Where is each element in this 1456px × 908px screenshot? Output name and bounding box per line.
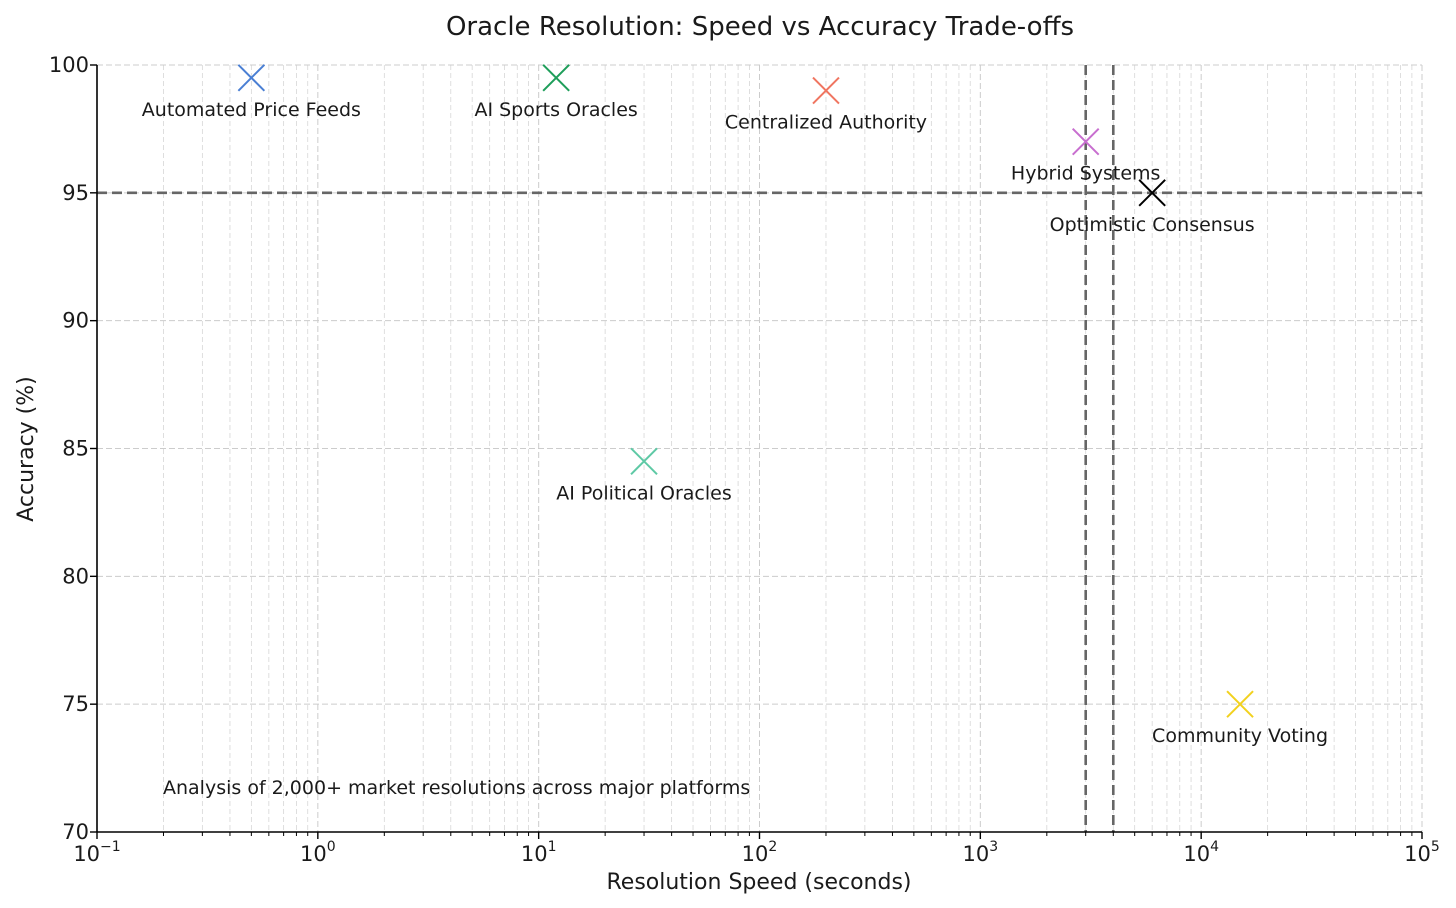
x-marker-stroke (1226, 690, 1254, 718)
data-point: Centralized Authority (725, 76, 927, 134)
y-tick-label: 95 (62, 181, 89, 205)
y-tick-label: 90 (62, 309, 89, 333)
x-tick-label: 10−1 (73, 839, 120, 866)
x-marker-stroke (1071, 127, 1100, 156)
y-ticks: 70 75 80 85 90 95 100 (49, 53, 97, 844)
x-marker-stroke (630, 447, 658, 475)
x-tick-label: 100 (300, 839, 336, 866)
x-tick-label: 104 (1183, 839, 1219, 866)
y-tick-label: 100 (49, 53, 89, 77)
x-tick-label: 103 (963, 839, 999, 866)
point-label: Hybrid Systems (1011, 163, 1161, 185)
point-label: Centralized Authority (725, 112, 927, 134)
point-label: Automated Price Feeds (142, 99, 361, 121)
x-marker-stroke (1138, 179, 1166, 207)
x-tick-label: 105 (1404, 839, 1440, 866)
x-marker-stroke (237, 64, 266, 92)
data-point: Automated Price Feeds (142, 64, 361, 121)
x-tick-label: 102 (742, 839, 778, 866)
point-label: AI Political Oracles (556, 482, 731, 504)
data-point: AI Political Oracles (556, 447, 732, 504)
y-tick-label: 85 (62, 437, 89, 461)
data-points: Automated Price Feeds AI Sports Oracles Ce… (142, 64, 1328, 747)
data-point: Hybrid Systems (1011, 127, 1161, 185)
point-label: Optimistic Consensus (1050, 214, 1255, 236)
y-tick-label: 70 (62, 820, 89, 844)
point-label: Community Voting (1152, 725, 1328, 747)
y-axis-label: Accuracy (%) (14, 376, 39, 522)
data-point: Optimistic Consensus (1050, 179, 1255, 236)
point-label: AI Sports Oracles (474, 99, 637, 121)
data-point: Community Voting (1152, 690, 1328, 747)
data-point: AI Sports Oracles (474, 64, 638, 121)
reference-lines (97, 65, 1422, 832)
grid (96, 64, 1423, 833)
y-tick-label: 80 (62, 564, 89, 588)
x-marker-stroke (812, 76, 840, 105)
chart-title: Oracle Resolution: Speed vs Accuracy Tra… (446, 12, 1074, 42)
chart-annotation: Analysis of 2,000+ market resolutions ac… (163, 777, 750, 799)
x-tick-label: 101 (521, 839, 557, 866)
x-ticks: 10−1 100 101 102 103 104 105 (73, 832, 1440, 866)
y-tick-label: 75 (62, 692, 89, 716)
x-axis-label: Resolution Speed (seconds) (607, 870, 912, 895)
x-marker-stroke (542, 64, 570, 92)
